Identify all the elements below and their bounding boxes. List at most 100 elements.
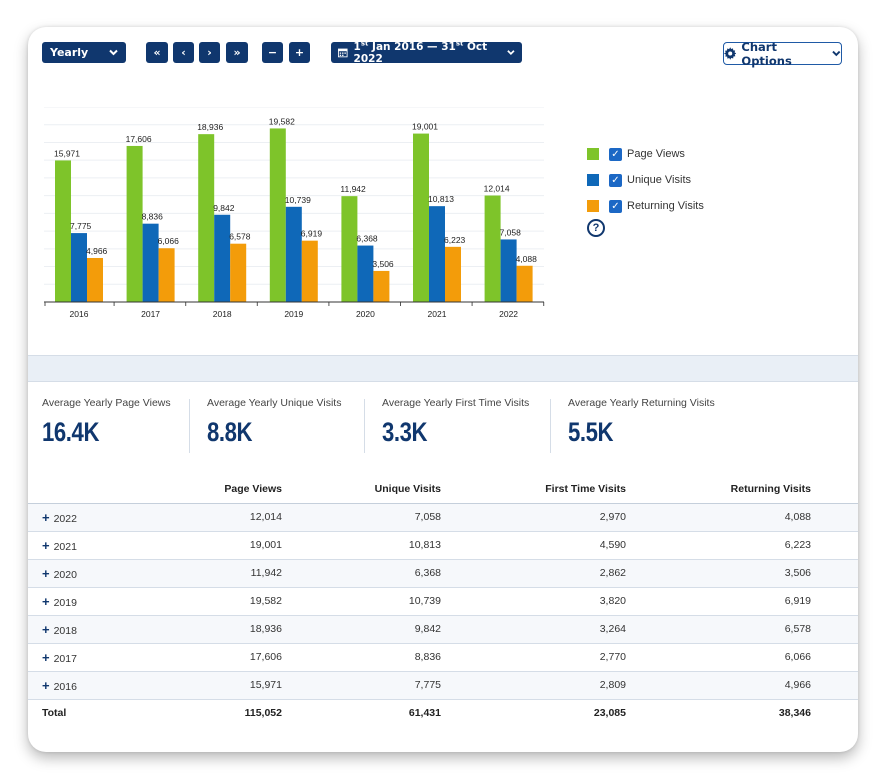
bar[interactable] [126,145,143,302]
stat-avg-returning-visits: Average Yearly Returning Visits 5.5K [568,397,715,455]
x-tick-label: 2021 [428,309,447,319]
zoom-in-button[interactable]: + [289,42,310,63]
expand-plus-icon[interactable]: + [42,565,50,581]
data-label: 3,506 [372,259,394,269]
legend-item-page-views[interactable]: ✓ Page Views [587,141,704,167]
bar[interactable] [301,240,318,302]
date-range-label: 1st Jan 2016 — 31st Oct 2022 [353,39,488,65]
stat-label: Average Yearly Returning Visits [568,397,715,409]
row-year-cell: +2018 [28,615,128,644]
yearly-data-table: Page Views Unique Visits First Time Visi… [28,475,858,727]
bar[interactable] [445,246,461,302]
table-cell: 2,809 [441,671,626,700]
table-header: Returning Visits [626,475,858,504]
table-cell: 2,862 [441,559,626,588]
total-cell: 23,085 [593,707,626,720]
legend-item-unique-visits[interactable]: ✓ Unique Visits [587,167,704,193]
x-tick-label: 2017 [141,309,160,319]
legend-label: Page Views [627,148,685,160]
stat-avg-first-time-visits: Average Yearly First Time Visits 3.3K [382,397,529,455]
total-cell: 38,346 [778,707,811,720]
table-cell: 15,971 [128,671,282,700]
expand-plus-icon[interactable]: + [42,593,50,609]
chevron-down-icon [507,50,515,56]
bar[interactable] [429,206,445,302]
date-range-picker[interactable]: 1st Jan 2016 — 31st Oct 2022 [331,39,522,65]
bar[interactable] [71,233,87,302]
bar[interactable] [87,257,103,302]
gear-icon [724,47,737,60]
row-year-cell: +2017 [28,643,128,672]
total-label: Total [42,707,67,720]
bar[interactable] [55,160,71,302]
help-icon[interactable]: ? [587,219,605,237]
period-select[interactable]: Yearly [42,42,126,63]
expand-plus-icon[interactable]: + [42,509,50,525]
first-period-button[interactable]: « [146,42,168,63]
data-label: 6,066 [158,236,180,246]
table-cell: 4,088 [626,503,858,532]
expand-plus-icon[interactable]: + [42,621,50,637]
table-row[interactable]: +2017 17,606 8,836 2,770 6,066 [28,643,858,672]
data-label: 6,223 [444,235,466,245]
bar[interactable] [198,134,215,302]
expand-plus-icon[interactable]: + [42,537,50,553]
bar[interactable] [158,248,175,302]
table-cell: 8,836 [282,643,441,672]
table-row[interactable]: +2022 12,014 7,058 2,970 4,088 [28,503,858,532]
bar[interactable] [341,196,358,302]
table-cell: 7,058 [282,503,441,532]
data-label: 9,842 [213,203,235,213]
expand-plus-icon[interactable]: + [42,677,50,693]
table-cell: 4,966 [626,671,858,700]
data-label: 12,014 [484,184,510,194]
data-label: 8,836 [142,212,164,222]
stat-label: Average Yearly Unique Visits [207,397,342,409]
bar[interactable] [357,245,374,302]
row-year-cell: +2022 [28,503,128,532]
help-glyph: ? [592,222,600,234]
total-cell: 115,052 [244,707,282,720]
table-cell: 6,066 [626,643,858,672]
chart-options-button[interactable]: Chart Options [723,40,842,68]
table-row[interactable]: +2021 19,001 10,813 4,590 6,223 [28,531,858,560]
last-period-button[interactable]: » [226,42,248,63]
prev-period-button[interactable]: ‹ [173,42,194,63]
table-row[interactable]: +2016 15,971 7,775 2,809 4,966 [28,671,858,700]
table-cell: 4,590 [441,531,626,560]
bar[interactable] [214,214,231,302]
bar[interactable] [484,195,501,302]
row-year-label: 2021 [53,540,77,553]
checkbox-checked-icon[interactable]: ✓ [609,173,622,187]
bar[interactable] [142,223,159,302]
table-row[interactable]: +2020 11,942 6,368 2,862 3,506 [28,559,858,588]
expand-plus-icon[interactable]: + [42,649,50,665]
table-header: First Time Visits [441,475,626,504]
table-cell: 2,970 [441,503,626,532]
checkbox-checked-icon[interactable]: ✓ [609,199,622,213]
minus-icon: − [267,46,278,59]
data-label: 18,936 [197,122,223,132]
bar[interactable] [269,128,286,302]
table-row[interactable]: +2018 18,936 9,842 3,264 6,578 [28,615,858,644]
stat-label: Average Yearly First Time Visits [382,397,530,409]
checkbox-checked-icon[interactable]: ✓ [609,147,622,161]
zoom-out-button[interactable]: − [262,42,283,63]
bar[interactable] [500,239,517,302]
row-year-label: 2016 [53,680,77,693]
row-year-label: 2017 [53,652,77,665]
next-period-button[interactable]: › [199,42,220,63]
data-label: 6,368 [356,234,378,244]
table-row[interactable]: +2019 19,582 10,739 3,820 6,919 [28,587,858,616]
bar[interactable] [413,133,429,302]
row-year-label: 2020 [53,568,77,581]
row-year-cell: +2021 [28,531,128,560]
stat-value: 3.3K [382,417,428,447]
bar[interactable] [373,270,390,302]
data-label: 10,813 [428,194,454,204]
bar[interactable] [516,265,533,302]
bar[interactable] [230,243,247,302]
bar[interactable] [285,206,302,302]
legend-item-returning-visits[interactable]: ✓ Returning Visits [587,193,704,219]
double-chevron-left-icon: « [153,46,161,59]
